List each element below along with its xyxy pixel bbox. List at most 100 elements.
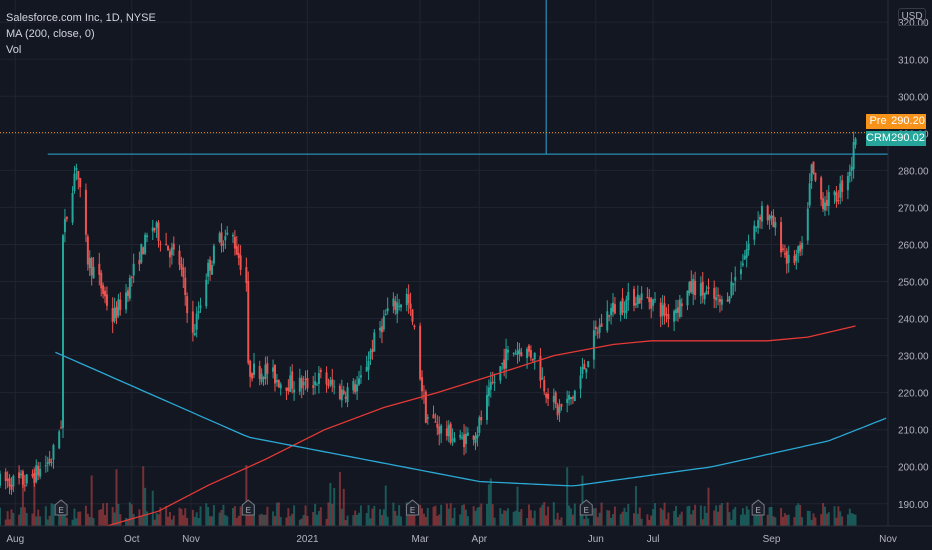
candle-body (808, 183, 811, 206)
volume-bar (8, 519, 11, 526)
volume-bar (600, 502, 603, 526)
candle-body (71, 192, 74, 223)
candle-body (84, 189, 87, 235)
currency-button[interactable]: USD (898, 8, 926, 26)
candle-body (167, 245, 170, 251)
volume-bar (207, 507, 210, 526)
candle-body (583, 363, 586, 370)
volume-bar (705, 512, 708, 526)
candle-body (705, 290, 708, 295)
candle-body (713, 288, 716, 299)
volume-bar (344, 519, 347, 526)
volume-bar (594, 508, 597, 526)
candle-body (33, 472, 36, 483)
candle-body (220, 232, 223, 247)
volume-bar (445, 503, 448, 526)
chart-legend: Salesforce.com Inc, 1D, NYSE MA (200, cl… (6, 10, 156, 58)
candle-body (218, 233, 221, 242)
candle-body (472, 435, 475, 440)
volume-bar (373, 505, 376, 526)
time-tick-label: Apr (472, 534, 488, 545)
pre-market-label: Pre (866, 114, 890, 129)
candle-body (529, 350, 532, 358)
volume-bar (212, 505, 215, 526)
volume-bar (142, 466, 145, 526)
candle-body (476, 434, 479, 439)
candle-body (558, 406, 561, 413)
volume-bar (781, 516, 784, 526)
volume-bar (12, 512, 15, 526)
candle-body (623, 311, 626, 313)
candle-body (373, 332, 376, 352)
candle-body (325, 372, 328, 385)
candle-body (592, 330, 595, 360)
volume-bar (382, 509, 385, 526)
candle-body (371, 348, 374, 353)
candle-body (823, 202, 826, 211)
candle-body (661, 305, 664, 316)
candle-body (421, 377, 424, 392)
candle-body (726, 299, 729, 302)
symbol-title[interactable]: Salesforce.com Inc, 1D, NYSE (6, 12, 156, 24)
candle-body (75, 167, 78, 171)
volume-bar (92, 517, 95, 526)
volume-bar (205, 503, 208, 526)
candle-body (633, 288, 636, 306)
volume-bar (35, 516, 38, 526)
candle-body (39, 468, 42, 477)
volume-bar (98, 509, 101, 526)
candle-body (459, 434, 462, 438)
candle-body (293, 389, 296, 393)
volume-bar (180, 508, 183, 526)
candle-body (291, 371, 294, 389)
volume-bar (285, 517, 288, 526)
candle-body (300, 378, 303, 389)
volume-bar (367, 505, 370, 526)
volume-bar (839, 511, 842, 526)
candle-body (837, 200, 840, 202)
volume-bar (799, 504, 802, 526)
volume-bar (795, 505, 798, 526)
candle-body (554, 392, 557, 404)
volume-bar (342, 488, 345, 526)
volume-bar (6, 511, 9, 526)
candle-body (516, 350, 519, 355)
candle-body (264, 364, 267, 380)
ma-indicator-label[interactable]: MA (200, close, 0) (6, 28, 95, 40)
last-price-tag: CRM290.02 (866, 131, 926, 146)
candle-body (753, 225, 756, 240)
price-axis[interactable]: 190.00 200.00 210.00 220.00 230.00 240.00 250.… (887, 0, 932, 550)
volume-bar (608, 510, 611, 526)
candle-body (327, 384, 330, 386)
volume-bar (239, 506, 242, 526)
volume-bar (606, 510, 609, 526)
candle-body (396, 302, 399, 314)
candle-body (197, 311, 200, 314)
volume-bar (273, 516, 276, 526)
candle-body (527, 345, 530, 352)
volume-bar (100, 509, 103, 526)
time-tick-label: Sep (763, 534, 781, 545)
candle-body (279, 384, 282, 389)
volume-bar (266, 506, 269, 526)
volume-bar (224, 515, 227, 526)
volume-bar (665, 519, 668, 526)
volume-bar (338, 471, 341, 526)
candle-body (634, 303, 637, 306)
volume-indicator-label[interactable]: Vol (6, 44, 22, 56)
volume-bar (151, 490, 154, 526)
volume-bar (199, 506, 202, 526)
volume-bar (291, 513, 294, 526)
candle-body (797, 246, 800, 254)
candle-body (573, 390, 576, 402)
candle-body (212, 245, 215, 264)
volume-bar (65, 517, 68, 526)
volume-bar (650, 515, 653, 526)
candle-body (128, 277, 131, 299)
time-axis[interactable]: Aug Oct Nov 2021 Mar Apr Jun Jul Sep Nov (0, 525, 932, 550)
volume-bar (300, 518, 303, 526)
candle-body (155, 222, 158, 228)
candle-body (445, 428, 448, 436)
volume-bar (48, 515, 51, 526)
